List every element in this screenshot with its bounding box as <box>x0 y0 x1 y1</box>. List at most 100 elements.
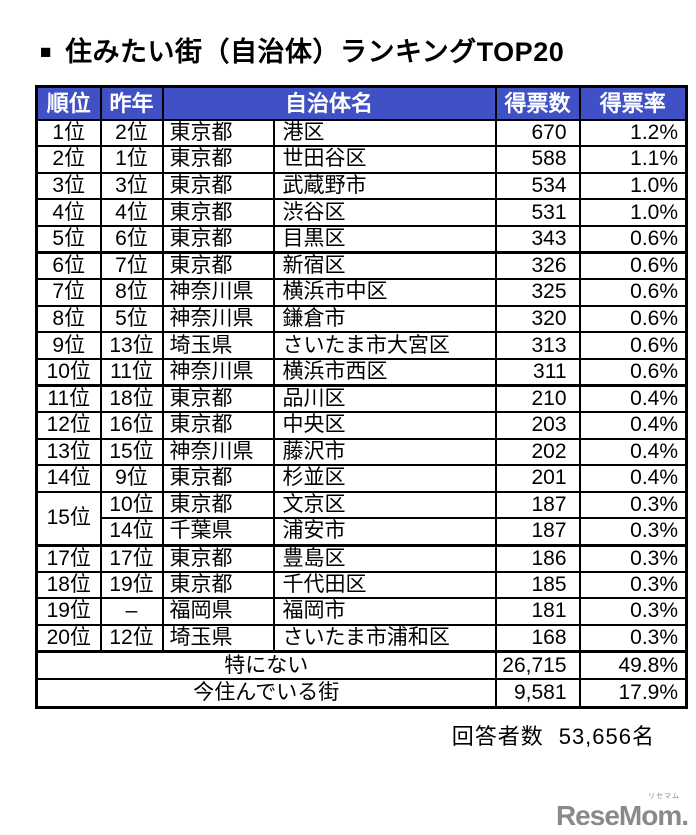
rank-cell: 12位 <box>35 411 102 440</box>
votes-cell: 187 <box>494 490 581 520</box>
rate-cell: 0.6% <box>578 251 688 281</box>
votes-cell: 201 <box>494 464 581 493</box>
ranking-row: 2位 1位 東京都 世田谷区 588 1.1% <box>35 145 688 174</box>
votes-cell: 531 <box>494 198 581 227</box>
last-year-cell: 14位 <box>99 517 164 547</box>
ranking-row: 9位 13位 埼玉県 さいたま市大宮区 313 0.6% <box>35 331 688 360</box>
rank-cell: 8位 <box>35 304 102 334</box>
votes-cell: 325 <box>494 278 581 307</box>
city-cell: 品川区 <box>272 384 497 414</box>
prefecture-cell: 東京都 <box>161 171 275 201</box>
ranking-row: 14位 9位 東京都 杉並区 201 0.4% <box>35 464 688 493</box>
city-cell: 横浜市中区 <box>272 278 497 307</box>
last-year-cell: 2位 <box>99 118 164 148</box>
votes-cell: 9,581 <box>494 678 581 709</box>
respondents-value: 53,656名 <box>558 723 655 749</box>
summary-row: 今住んでいる街 9,581 17.9% <box>35 678 688 709</box>
prefecture-cell: 東京都 <box>161 145 275 174</box>
prefecture-cell: 東京都 <box>161 198 275 227</box>
rank-cell: 17位 <box>35 544 102 573</box>
prefecture-cell: 東京都 <box>161 411 275 440</box>
header-municipality: 自治体名 <box>161 85 497 121</box>
rate-cell: 49.8% <box>578 650 688 681</box>
prefecture-cell: 東京都 <box>161 570 275 600</box>
rank-cell: 2位 <box>35 145 102 174</box>
city-cell: 豊島区 <box>272 544 497 573</box>
ranking-row: 19位 – 福岡県 福岡市 181 0.3% <box>35 597 688 626</box>
rate-cell: 17.9% <box>578 678 688 709</box>
city-cell: 港区 <box>272 118 497 148</box>
logo-ruby-text: リセマム <box>648 793 680 800</box>
city-cell: 千代田区 <box>272 570 497 600</box>
last-year-cell: 19位 <box>99 570 164 600</box>
city-cell: 横浜市西区 <box>272 357 497 387</box>
last-year-cell: 11位 <box>99 357 164 387</box>
ranking-row: 6位 7位 東京都 新宿区 326 0.6% <box>35 251 688 281</box>
last-year-cell: 12位 <box>99 623 164 653</box>
last-year-cell: 13位 <box>99 331 164 360</box>
votes-cell: 311 <box>494 357 581 387</box>
ranking-row: 14位 千葉県 浦安市 187 0.3% <box>37 517 688 547</box>
city-cell: 浦安市 <box>272 517 497 547</box>
rate-cell: 0.6% <box>578 224 688 254</box>
last-year-cell: 6位 <box>99 224 164 254</box>
page-title-text: 住みたい街（自治体）ランキングTOP20 <box>64 37 565 67</box>
votes-cell: 185 <box>494 570 581 600</box>
rank-cell: 19位 <box>35 597 102 626</box>
ranking-row: 7位 8位 神奈川県 横浜市中区 325 0.6% <box>35 278 688 307</box>
last-year-cell: 5位 <box>99 304 164 334</box>
rate-cell: 1.0% <box>578 198 688 227</box>
votes-cell: 186 <box>494 544 581 573</box>
votes-cell: 320 <box>494 304 581 334</box>
rate-cell: 0.6% <box>578 331 688 360</box>
rank-cell: 5位 <box>35 224 102 254</box>
rank-cell: 11位 <box>35 384 102 414</box>
last-year-cell: 9位 <box>99 464 164 493</box>
prefecture-cell: 東京都 <box>161 118 275 148</box>
ranking-row: 8位 5位 神奈川県 鎌倉市 320 0.6% <box>35 304 688 334</box>
rank-cell: 9位 <box>35 331 102 360</box>
last-year-cell: 8位 <box>99 278 164 307</box>
ranking-row: 1位 2位 東京都 港区 670 1.2% <box>35 118 688 148</box>
header-rate: 得票率 <box>578 85 688 121</box>
summary-label-cell: 今住んでいる街 <box>35 678 497 709</box>
rank-cell: 20位 <box>35 623 102 653</box>
votes-cell: 670 <box>494 118 581 148</box>
rate-cell: 0.3% <box>578 544 688 573</box>
last-year-cell: 3位 <box>99 171 164 201</box>
city-cell: 新宿区 <box>272 251 497 281</box>
header-last-year: 昨年 <box>99 85 164 121</box>
last-year-cell: 15位 <box>99 437 164 467</box>
prefecture-cell: 東京都 <box>161 384 275 414</box>
last-year-cell: 7位 <box>99 251 164 281</box>
city-cell: 杉並区 <box>272 464 497 493</box>
ranking-row: 20位 12位 埼玉県 さいたま市浦和区 168 0.3% <box>35 623 688 653</box>
prefecture-cell: 埼玉県 <box>161 331 275 360</box>
prefecture-cell: 東京都 <box>161 224 275 254</box>
last-year-cell: 17位 <box>99 544 164 573</box>
last-year-cell: 1位 <box>99 145 164 174</box>
rank-cell: 6位 <box>35 251 102 281</box>
ranking-table: 順位 昨年 自治体名 得票数 得票率 1位 2位 東京都 港区 670 1.2% 2位 1位東… <box>35 85 689 709</box>
city-cell: 文京区 <box>272 490 497 520</box>
ranking-row: 10位 11位 神奈川県 横浜市西区 311 0.6% <box>35 357 688 387</box>
prefecture-cell: 東京都 <box>161 464 275 493</box>
rank-cell: 15位 <box>35 490 102 547</box>
header-rank: 順位 <box>35 85 102 121</box>
votes-cell: 210 <box>494 384 581 414</box>
ranking-row: 4位 4位 東京都 渋谷区 531 1.0% <box>35 198 688 227</box>
summary-label-cell: 特にない <box>35 650 497 681</box>
rate-cell: 0.4% <box>578 384 688 414</box>
rate-cell: 0.3% <box>578 570 688 600</box>
city-cell: 武蔵野市 <box>272 171 497 201</box>
prefecture-cell: 福岡県 <box>161 597 275 626</box>
logo-text: ReseMom. <box>555 800 689 831</box>
rank-cell: 7位 <box>35 278 102 307</box>
city-cell: さいたま市大宮区 <box>272 331 497 360</box>
votes-cell: 187 <box>494 517 581 547</box>
rate-cell: 1.0% <box>578 171 688 201</box>
rate-cell: 0.3% <box>578 490 688 520</box>
city-cell: さいたま市浦和区 <box>272 623 497 653</box>
rank-cell: 4位 <box>35 198 102 227</box>
